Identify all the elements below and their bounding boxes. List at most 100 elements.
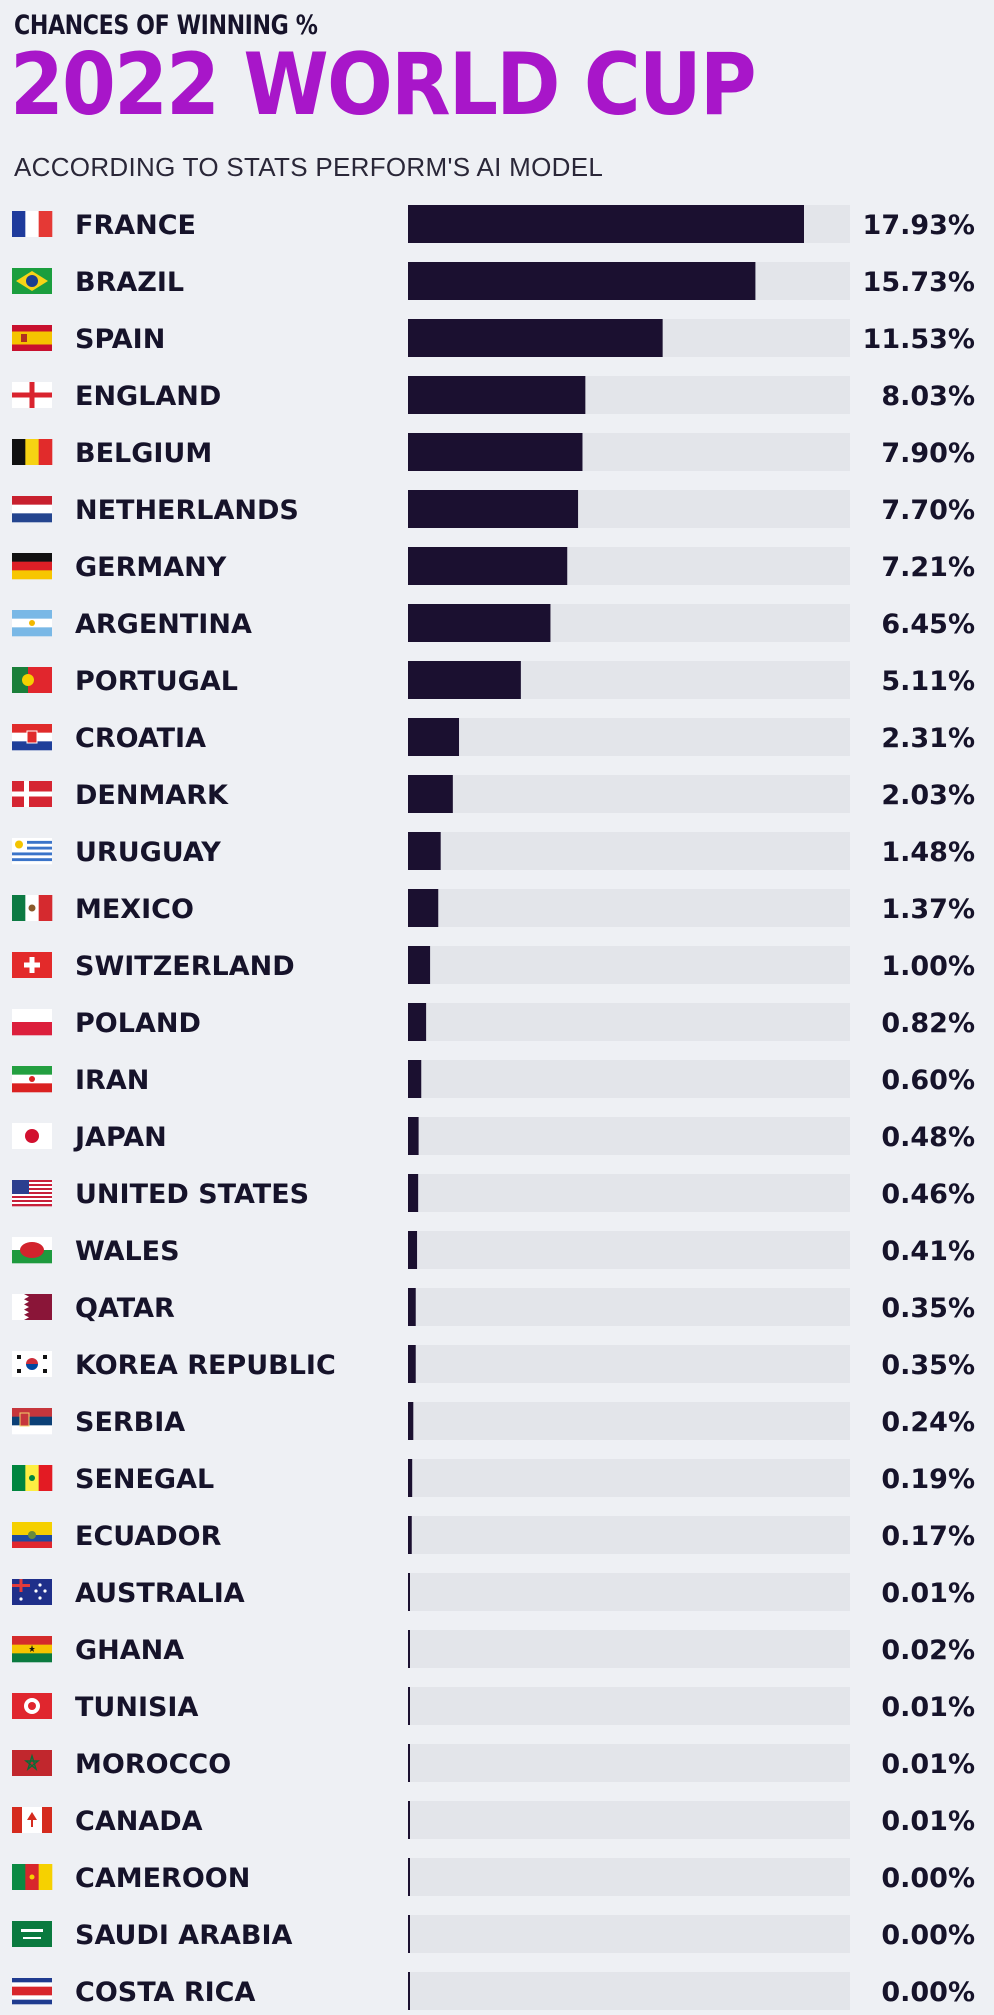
- category-label: SERBIA: [75, 1407, 185, 1438]
- united-states-flag-icon: [12, 1180, 52, 1207]
- bar: [408, 547, 568, 585]
- category-label: SAUDI ARABIA: [75, 1920, 293, 1951]
- chart-row: QATAR 0.35%: [12, 1288, 975, 1326]
- category-label: ECUADOR: [75, 1521, 222, 1552]
- bar: [408, 1174, 419, 1212]
- value-label: 0.00%: [881, 1977, 975, 2008]
- bar: [408, 1231, 418, 1269]
- category-label: PORTUGAL: [75, 666, 238, 697]
- bar: [408, 1060, 422, 1098]
- category-label: URUGUAY: [75, 837, 221, 868]
- bar: [408, 1003, 427, 1041]
- bar-track: [408, 1345, 850, 1383]
- value-label: 11.53%: [863, 324, 975, 355]
- chart-row: SWITZERLAND 1.00%: [12, 946, 975, 984]
- chart-row: SERBIA 0.24%: [12, 1402, 975, 1440]
- bar: [408, 1858, 410, 1896]
- netherlands-flag-icon: [12, 496, 52, 523]
- value-label: 0.41%: [881, 1236, 975, 1267]
- category-label: QATAR: [75, 1293, 175, 1324]
- bar-track: [408, 1402, 850, 1440]
- bar: [408, 490, 579, 528]
- bar: [408, 604, 551, 642]
- bar: [408, 319, 663, 357]
- chart-row: CROATIA 2.31%: [12, 718, 975, 756]
- category-label: AUSTRALIA: [75, 1578, 245, 1609]
- chart-row: TUNISIA 0.01%: [12, 1687, 975, 1725]
- chart-kicker: CHANCES OF WINNING %: [14, 10, 318, 41]
- value-label: 0.19%: [881, 1464, 975, 1495]
- value-label: 0.24%: [881, 1407, 975, 1438]
- wales-flag-icon: [12, 1237, 52, 1264]
- value-label: 0.48%: [881, 1122, 975, 1153]
- category-label: KOREA REPUBLIC: [75, 1350, 336, 1381]
- value-label: 0.02%: [881, 1635, 975, 1666]
- cameroon-flag-icon: [12, 1864, 53, 1890]
- category-label: MEXICO: [75, 894, 194, 925]
- bar-track: [408, 1972, 850, 2010]
- chart-row: MEXICO 1.37%: [12, 889, 975, 927]
- bar: [408, 832, 441, 870]
- bar-track: [408, 889, 850, 927]
- chart-row: POLAND 0.82%: [12, 1003, 975, 1041]
- value-label: 0.01%: [881, 1578, 975, 1609]
- bar: [408, 661, 521, 699]
- category-label: POLAND: [75, 1008, 201, 1039]
- category-label: SPAIN: [75, 324, 165, 355]
- chart-row: JAPAN 0.48%: [12, 1117, 975, 1155]
- value-label: 8.03%: [881, 381, 975, 412]
- serbia-flag-icon: [12, 1408, 52, 1435]
- england-flag-icon: [12, 382, 52, 408]
- bar: [408, 1801, 410, 1839]
- bar: [408, 1573, 410, 1611]
- category-label: CANADA: [75, 1806, 203, 1837]
- bar: [408, 1915, 410, 1953]
- chart-row: BELGIUM 7.90%: [12, 433, 975, 471]
- chart-subtitle: ACCORDING TO STATS PERFORM'S AI MODEL: [14, 152, 604, 182]
- ghana-flag-icon: [12, 1636, 52, 1663]
- bar: [408, 1972, 410, 2010]
- value-label: 2.03%: [881, 780, 975, 811]
- category-label: JAPAN: [73, 1122, 167, 1153]
- chart-row: KOREA REPUBLIC 0.35%: [12, 1345, 975, 1383]
- croatia-flag-icon: [12, 724, 52, 751]
- chart-row: DENMARK 2.03%: [12, 775, 975, 813]
- category-label: ARGENTINA: [75, 609, 252, 640]
- value-label: 2.31%: [881, 723, 975, 754]
- chart-row: SENEGAL 0.19%: [12, 1459, 975, 1497]
- category-label: DENMARK: [75, 780, 229, 811]
- category-label: SWITZERLAND: [75, 951, 295, 982]
- chart-row: CANADA 0.01%: [12, 1801, 975, 1839]
- value-label: 1.37%: [881, 894, 975, 925]
- australia-flag-icon: [12, 1579, 52, 1605]
- bar: [408, 718, 460, 756]
- brazil-flag-icon: [12, 268, 52, 294]
- bar: [408, 1288, 416, 1326]
- value-label: 6.45%: [881, 609, 975, 640]
- chart-row: URUGUAY 1.48%: [12, 832, 975, 870]
- bar-track: [408, 1288, 850, 1326]
- category-label: ENGLAND: [75, 381, 221, 412]
- bar: [408, 889, 439, 927]
- bar: [408, 1459, 413, 1497]
- value-label: 7.90%: [881, 438, 975, 469]
- value-label: 0.01%: [881, 1749, 975, 1780]
- chart-row: UNITED STATES 0.46%: [12, 1174, 975, 1212]
- bar-track: [408, 1573, 850, 1611]
- senegal-flag-icon: [12, 1465, 53, 1491]
- canada-flag-icon: [12, 1807, 52, 1833]
- value-label: 0.60%: [881, 1065, 975, 1096]
- bar: [408, 1345, 416, 1383]
- iran-flag-icon: [12, 1066, 52, 1093]
- chart-row: GHANA 0.02%: [12, 1630, 975, 1668]
- ecuador-flag-icon: [12, 1522, 52, 1548]
- chart-row: WALES 0.41%: [12, 1231, 975, 1269]
- portugal-flag-icon: [12, 667, 52, 693]
- value-label: 5.11%: [881, 666, 975, 697]
- bar-track: [408, 1174, 850, 1212]
- category-label: BELGIUM: [75, 438, 212, 469]
- value-label: 1.48%: [881, 837, 975, 868]
- bar-track: [408, 1516, 850, 1554]
